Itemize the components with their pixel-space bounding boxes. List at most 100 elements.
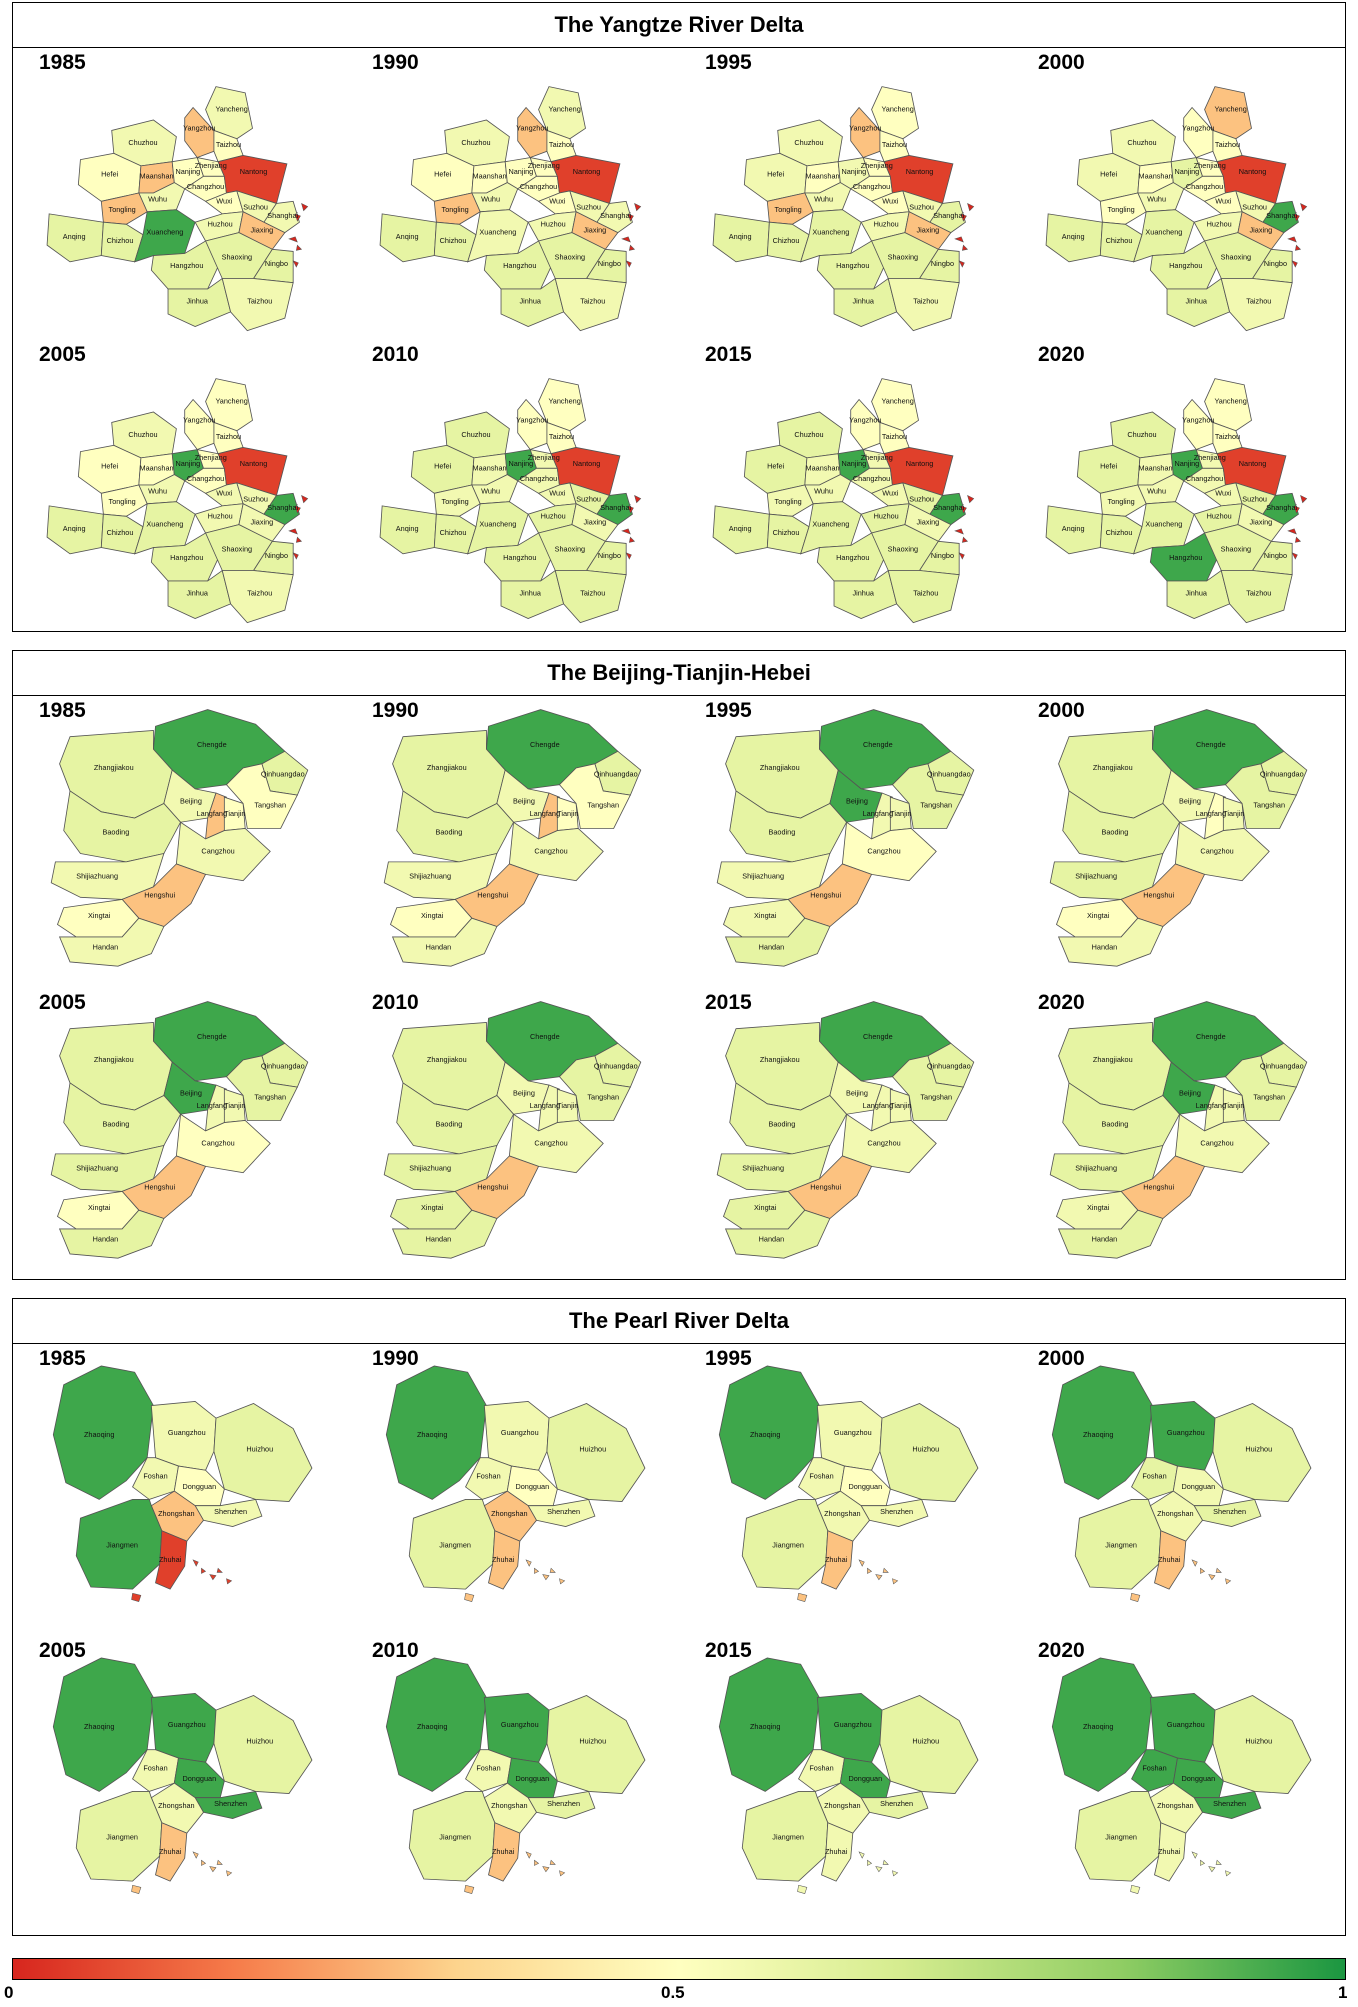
year-label: 2010 bbox=[372, 991, 419, 1014]
region-huizhou bbox=[213, 1695, 313, 1794]
region-tongling bbox=[766, 192, 814, 225]
choropleth-map: Chengde Zhangjiakou Beijing Qinhuangdao Lang… bbox=[50, 709, 309, 967]
island-4 bbox=[292, 552, 299, 560]
city-label-shaoxing: Shaoxing bbox=[888, 253, 918, 262]
city-label-zhongshan: Zhongshan bbox=[158, 1509, 195, 1518]
choropleth-map: Chengde Zhangjiakou Beijing Qinhuangdao Lang… bbox=[716, 709, 975, 967]
city-label-nanjing: Nanjing bbox=[841, 167, 866, 176]
region-tangshan bbox=[558, 763, 631, 829]
city-label-nantong: Nantong bbox=[906, 459, 934, 468]
city-label-baoding: Baoding bbox=[768, 828, 795, 837]
city-label-hefei: Hefei bbox=[767, 169, 784, 178]
city-label-shaoxing: Shaoxing bbox=[888, 545, 918, 554]
city-label-wuhu: Wuhu bbox=[148, 486, 167, 495]
city-label-nanjing: Nanjing bbox=[841, 459, 866, 468]
city-label-guangzhou: Guangzhou bbox=[834, 1428, 872, 1437]
region-huizhou bbox=[1212, 1403, 1312, 1502]
city-label-jiaxing: Jiaxing bbox=[584, 226, 607, 235]
city-label-shaoxing: Shaoxing bbox=[222, 253, 252, 262]
region-zhuhai bbox=[488, 1530, 521, 1590]
city-label-langfang: Langfang bbox=[1196, 1101, 1226, 1110]
city-label-handan: Handan bbox=[93, 1234, 119, 1243]
year-label: 2020 bbox=[1038, 343, 1085, 366]
city-label-guangzhou: Guangzhou bbox=[501, 1428, 539, 1437]
region-hangzhou bbox=[150, 240, 223, 290]
city-label-zhongshan: Zhongshan bbox=[824, 1509, 861, 1518]
city-label-foshan: Foshan bbox=[1142, 1472, 1166, 1481]
city-label-anqing: Anqing bbox=[1062, 524, 1085, 533]
city-label-guangzhou: Guangzhou bbox=[168, 1720, 206, 1729]
city-label-dongguan: Dongguan bbox=[848, 1774, 882, 1783]
region-zhaoqing bbox=[1051, 1365, 1153, 1500]
region-anqing bbox=[379, 213, 437, 263]
city-label-yancheng: Yancheng bbox=[215, 397, 247, 406]
city-label-huizhou: Huizhou bbox=[246, 1736, 273, 1745]
city-label-taizhou: Taizhou bbox=[913, 297, 938, 306]
city-label-anqing: Anqing bbox=[1062, 232, 1085, 241]
city-label-chuzhou: Chuzhou bbox=[461, 430, 490, 439]
city-label-langfang: Langfang bbox=[197, 809, 227, 818]
region-taizhou bbox=[554, 570, 627, 624]
city-label-chizhou: Chizhou bbox=[107, 236, 134, 245]
city-label-tongling: Tongling bbox=[1108, 205, 1135, 214]
city-label-qinhuangdao: Qinhuangdao bbox=[594, 769, 638, 778]
city-label-hangzhou: Hangzhou bbox=[1169, 261, 1202, 270]
city-label-suzhou: Suzhou bbox=[576, 203, 601, 212]
city-label-jinhua: Jinhua bbox=[1185, 297, 1207, 306]
city-label-cangzhou: Cangzhou bbox=[1200, 847, 1233, 856]
city-label-changzhou: Changzhou bbox=[853, 182, 890, 191]
map-2000: 2000 Chengde Zhangjiakou Beijing Qinhuangdao… bbox=[1012, 695, 1345, 987]
region-taizhou bbox=[221, 570, 294, 624]
region-jiaxing bbox=[904, 503, 952, 542]
city-label-ningbo: Ningbo bbox=[931, 551, 954, 560]
map-1995: 1995 Chengde Zhangjiakou Beijing Qinhuangdao… bbox=[679, 695, 1012, 987]
region-zhaoqing bbox=[1051, 1657, 1153, 1792]
region-huizhou bbox=[1212, 1695, 1312, 1794]
city-label-foshan: Foshan bbox=[143, 1472, 167, 1481]
city-label-zhaoqing: Zhaoqing bbox=[1083, 1430, 1113, 1439]
map-2000: 2000 Yancheng Yangzhou Taizhou Chuzhou Hefei M… bbox=[1012, 47, 1345, 339]
city-label-huizhou: Huizhou bbox=[1245, 1444, 1272, 1453]
choropleth-map: Chengde Zhangjiakou Beijing Qinhuangdao Lang… bbox=[716, 1001, 975, 1259]
region-shanghai bbox=[263, 200, 300, 234]
island-3 bbox=[1215, 1859, 1222, 1865]
island-4 bbox=[226, 1870, 233, 1877]
city-label-qinhuangdao: Qinhuangdao bbox=[927, 1061, 971, 1070]
city-label-chizhou: Chizhou bbox=[1106, 236, 1133, 245]
city-label-shaoxing: Shaoxing bbox=[1221, 253, 1251, 262]
island-0 bbox=[525, 1559, 532, 1567]
city-label-hengshui: Hengshui bbox=[477, 1182, 508, 1191]
region-tongling bbox=[100, 192, 148, 225]
city-label-hefei: Hefei bbox=[1100, 461, 1117, 470]
city-label-shenzhen: Shenzhen bbox=[880, 1799, 913, 1808]
island-3 bbox=[549, 1859, 556, 1865]
city-label-chizhou: Chizhou bbox=[773, 528, 800, 537]
island-4 bbox=[559, 1578, 566, 1585]
city-label-dongguan: Dongguan bbox=[1181, 1774, 1215, 1783]
city-label-huzhou: Huzhou bbox=[874, 219, 899, 228]
city-label-changzhou: Changzhou bbox=[187, 474, 224, 483]
city-label-suzhou: Suzhou bbox=[909, 495, 934, 504]
city-label-zhongshan: Zhongshan bbox=[824, 1801, 861, 1810]
city-label-jiangmen: Jiangmen bbox=[1105, 1832, 1137, 1841]
city-label-zhangjiakou: Zhangjiakou bbox=[760, 1055, 800, 1064]
city-label-chengde: Chengde bbox=[530, 1032, 560, 1041]
city-label-yangzhou: Yangzhou bbox=[183, 123, 215, 132]
city-label-qinhuangdao: Qinhuangdao bbox=[1260, 1061, 1304, 1070]
city-label-tongling: Tongling bbox=[442, 497, 469, 506]
city-label-handan: Handan bbox=[759, 1234, 785, 1243]
city-label-wuhu: Wuhu bbox=[1147, 486, 1166, 495]
region-shanghai bbox=[263, 492, 300, 526]
city-label-jiangmen: Jiangmen bbox=[439, 1540, 471, 1549]
city-label-zhongshan: Zhongshan bbox=[158, 1801, 195, 1810]
choropleth-map: Zhaoqing Guangzhou Huizhou Foshan Dongguan Sh… bbox=[718, 1657, 979, 1894]
city-label-dongguan: Dongguan bbox=[848, 1482, 882, 1491]
year-label: 1995 bbox=[705, 1347, 752, 1370]
region-shanghai bbox=[596, 492, 633, 526]
city-label-nanjing: Nanjing bbox=[175, 459, 200, 468]
city-label-zhuhai: Zhuhai bbox=[159, 1555, 182, 1564]
city-label-hefei: Hefei bbox=[434, 461, 451, 470]
choropleth-map: Zhaoqing Guangzhou Huizhou Foshan Dongguan Sh… bbox=[52, 1657, 313, 1894]
map-2005: 2005 Chengde Zhangjiakou Beijing Qinhuangdao… bbox=[13, 987, 346, 1279]
island-0 bbox=[1300, 202, 1308, 212]
